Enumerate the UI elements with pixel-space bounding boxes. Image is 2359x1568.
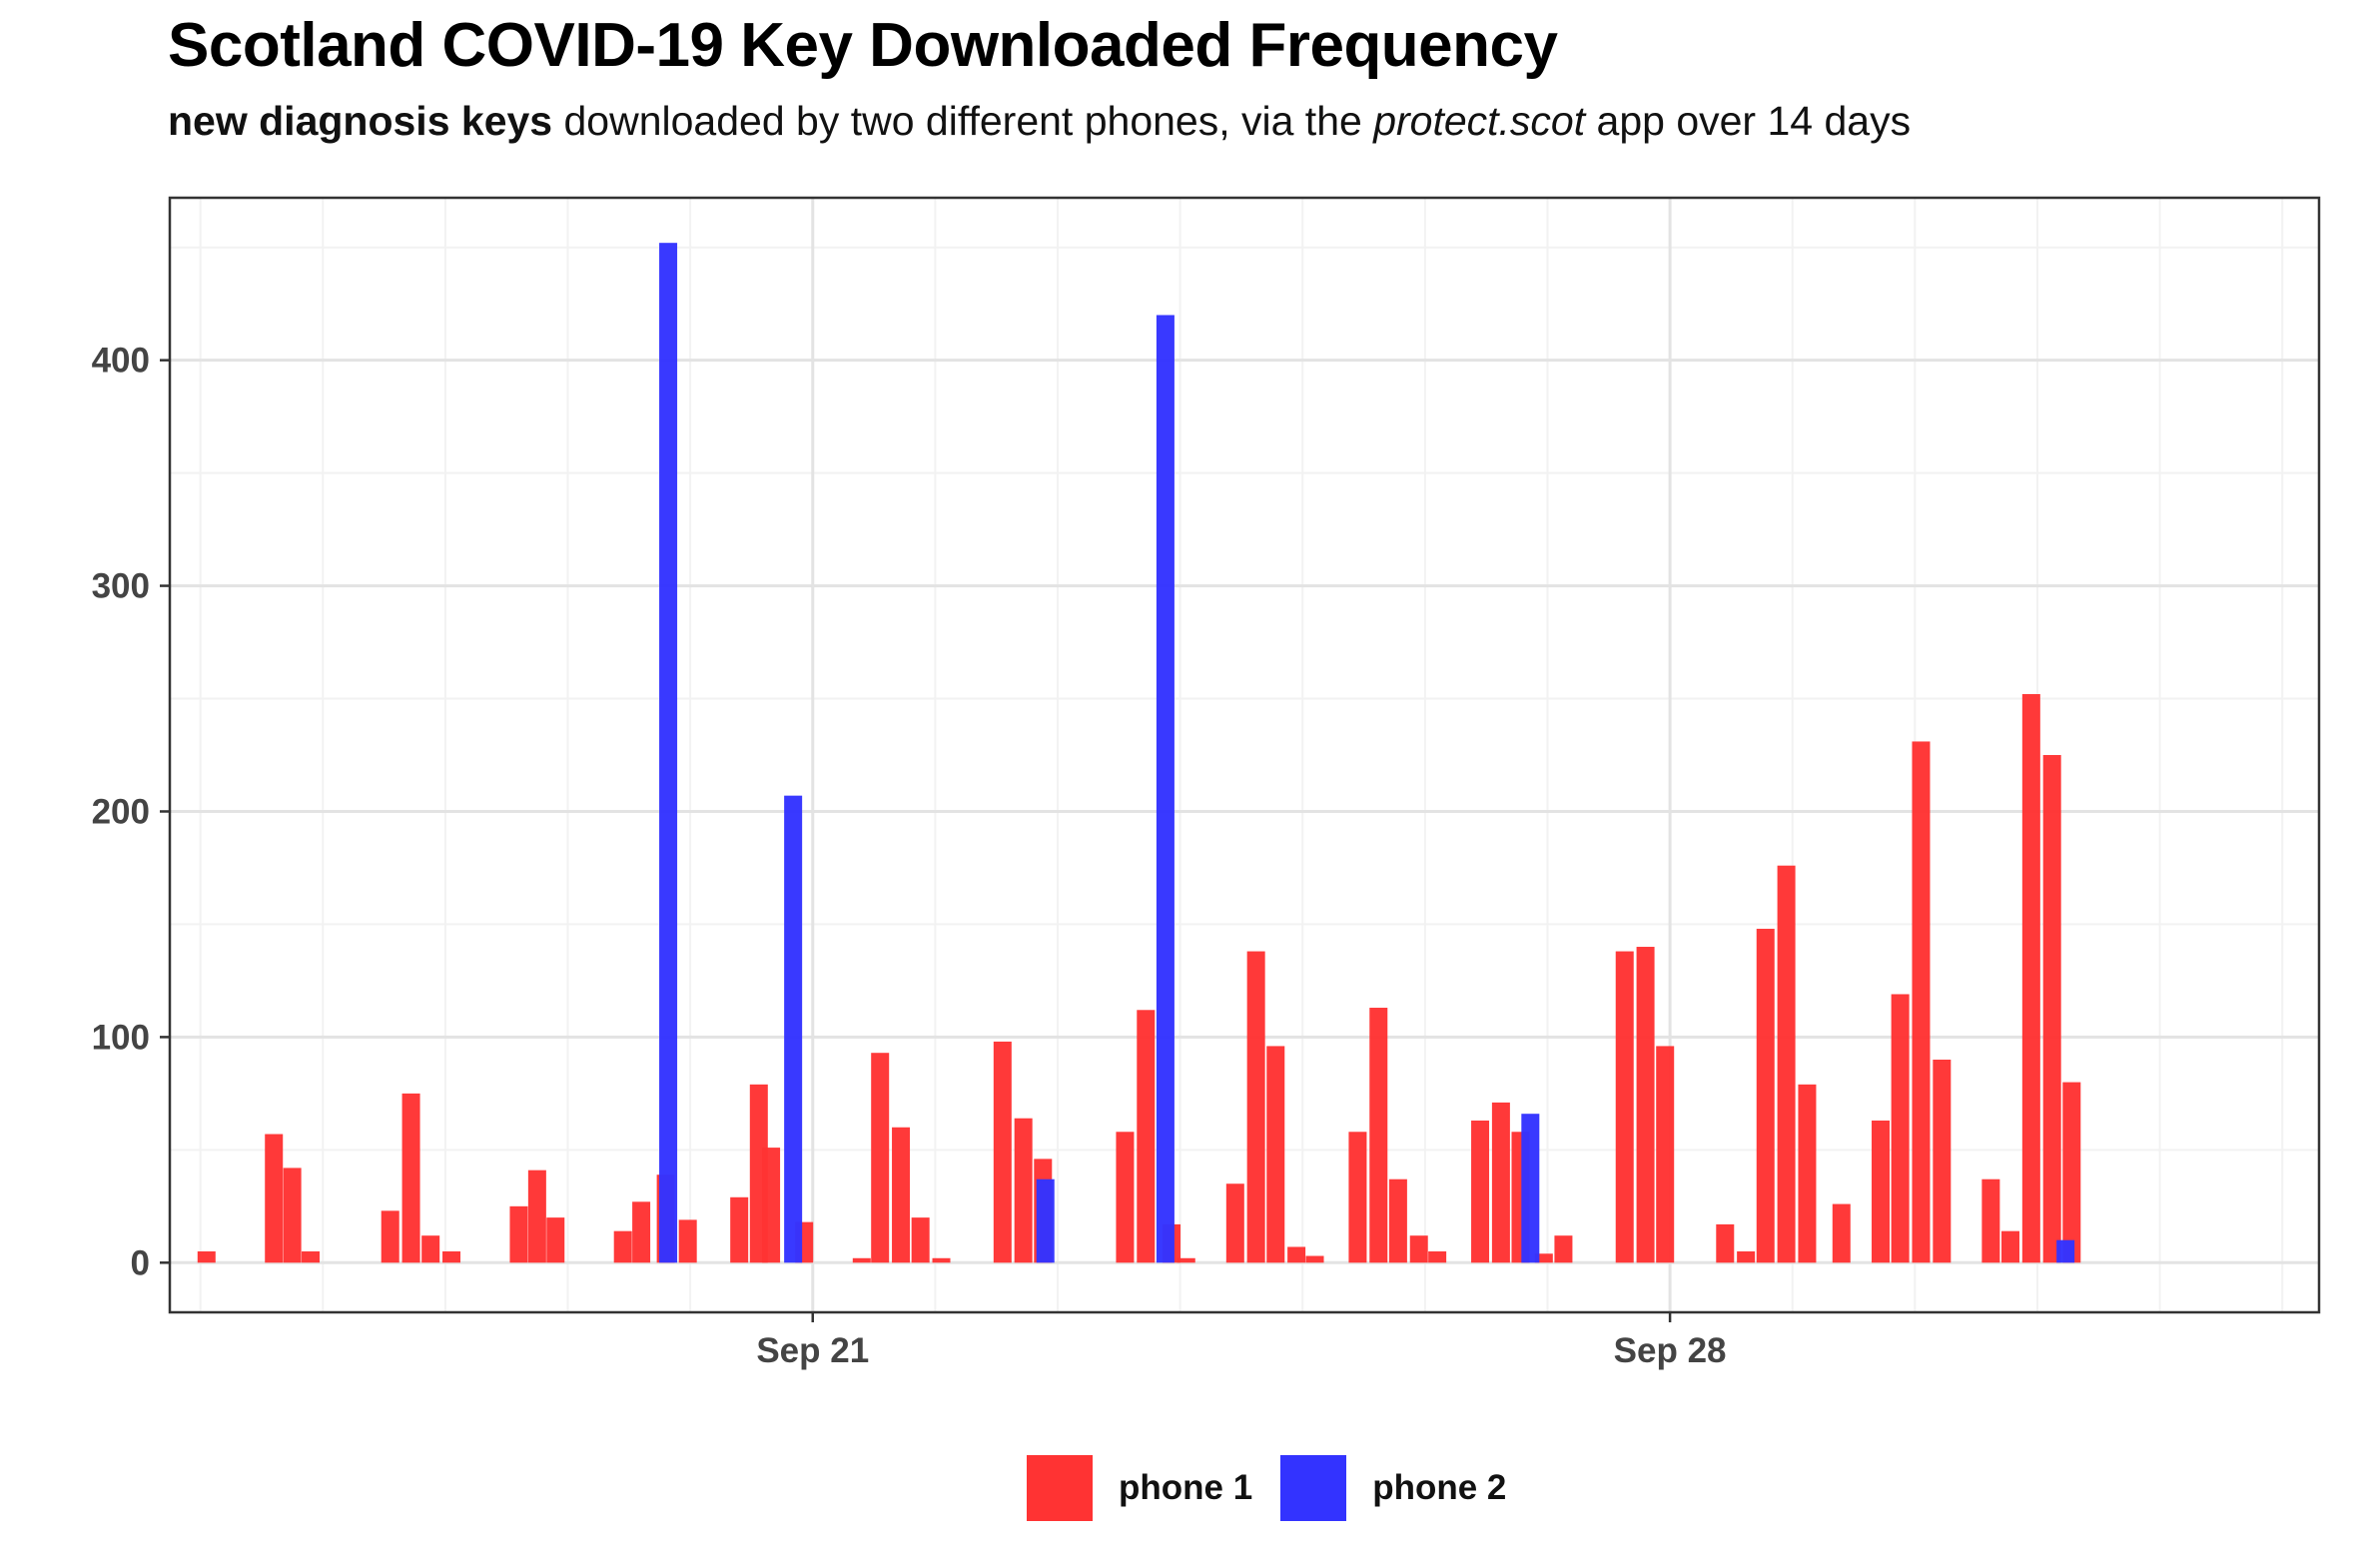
bar-phone-1 (678, 1219, 697, 1263)
bar-phone-1 (283, 1168, 302, 1263)
legend-key-phone-1 (1027, 1455, 1093, 1521)
bar-phone-1 (421, 1235, 440, 1263)
bar-phone-1 (1388, 1178, 1407, 1263)
x-tick-label: Sep 21 (756, 1331, 869, 1370)
x-tick-label: Sep 28 (1614, 1331, 1727, 1370)
bar-phone-1 (1798, 1084, 1817, 1263)
y-tick-label: 0 (131, 1243, 150, 1282)
bar-phone-1 (2021, 694, 2040, 1263)
legend: phone 1 phone 2 (1027, 1453, 1534, 1523)
bar-phone-1 (1266, 1046, 1285, 1263)
bar-phone-1 (1872, 1120, 1891, 1263)
bar-phone-1 (993, 1041, 1012, 1263)
subtitle-bold: new diagnosis keys (168, 98, 553, 144)
bar-phone-1 (1756, 928, 1775, 1263)
legend-label-phone-2: phone 2 (1372, 1468, 1507, 1507)
bar-phone-1 (632, 1201, 651, 1263)
bar-phone-1 (1656, 1046, 1675, 1263)
bar-phone-1 (1409, 1235, 1428, 1263)
subtitle-text-2: app over 14 days (1585, 98, 1912, 144)
bar-phone-2 (2056, 1239, 2075, 1263)
bar-phone-1 (401, 1093, 420, 1263)
bar-phone-1 (1471, 1120, 1490, 1263)
bar-phone-1 (197, 1251, 216, 1263)
bar-phone-1 (1777, 865, 1796, 1263)
bar-phone-1 (1305, 1255, 1324, 1263)
bar-phone-1 (442, 1251, 461, 1263)
y-tick-label: 200 (92, 792, 150, 831)
bar-phone-1 (509, 1205, 528, 1263)
bar-phone-1 (2062, 1082, 2081, 1263)
bar-phone-1 (1912, 741, 1931, 1263)
bar-phone-1 (546, 1217, 565, 1263)
bar-phone-1 (932, 1257, 951, 1263)
chart-title: Scotland COVID-19 Key Downloaded Frequen… (168, 11, 1558, 80)
bar-phone-1 (527, 1170, 546, 1263)
bar-phone-1 (1615, 951, 1634, 1263)
bar-phone-1 (2042, 755, 2061, 1263)
bar-phone-1 (1737, 1251, 1756, 1263)
bar-phone-1 (302, 1251, 321, 1263)
bar-phone-1 (1554, 1235, 1573, 1263)
bar-phone-1 (1225, 1183, 1244, 1263)
bar-phone-1 (1348, 1132, 1367, 1263)
bar-phone-2 (1036, 1178, 1055, 1263)
bar-phone-2 (1521, 1114, 1540, 1263)
bar-phone-1 (1933, 1059, 1952, 1263)
bar-phone-1 (265, 1134, 284, 1263)
bar-phone-1 (1491, 1102, 1510, 1263)
y-tick-label: 100 (92, 1018, 150, 1057)
chart-subtitle: new diagnosis keys downloaded by two dif… (168, 98, 1911, 145)
bar-phone-1 (911, 1217, 930, 1263)
bar-phone-1 (762, 1148, 781, 1263)
y-tick-label: 300 (92, 567, 150, 606)
legend-key-phone-2 (1280, 1455, 1347, 1521)
bar-phone-2 (784, 795, 803, 1263)
bar-phone-1 (1137, 1010, 1156, 1263)
bar-phone-2 (1156, 315, 1175, 1263)
bar-phone-1 (1369, 1008, 1388, 1263)
bar-phone-1 (1014, 1118, 1033, 1263)
y-tick-label: 400 (92, 342, 150, 381)
bar-phone-1 (852, 1257, 871, 1263)
subtitle-text-1: downloaded by two different phones, via … (552, 98, 1374, 144)
bar-phone-1 (892, 1127, 911, 1263)
bar-phone-1 (1177, 1257, 1195, 1263)
bar-phone-1 (1428, 1251, 1447, 1263)
bar-phone-1 (1636, 947, 1655, 1263)
bar-phone-1 (2000, 1230, 2019, 1263)
bar-phone-2 (659, 243, 678, 1263)
bar-phone-1 (730, 1196, 749, 1263)
legend-label-phone-1: phone 1 (1119, 1468, 1253, 1507)
bar-phone-1 (1116, 1132, 1135, 1263)
plot-panel-border (168, 196, 2321, 1314)
bar-phone-1 (1534, 1253, 1553, 1263)
bar-phone-1 (1832, 1203, 1851, 1263)
bar-phone-1 (1981, 1178, 2000, 1263)
bar-phone-1 (871, 1053, 890, 1263)
bar-phone-1 (1287, 1246, 1306, 1263)
bar-phone-1 (381, 1210, 399, 1263)
bar-phone-1 (1891, 994, 1910, 1263)
bar-phone-1 (1246, 951, 1265, 1263)
bar-phone-1 (1716, 1223, 1735, 1263)
bar-phone-1 (613, 1230, 632, 1263)
subtitle-italic: protect.scot (1373, 98, 1586, 144)
